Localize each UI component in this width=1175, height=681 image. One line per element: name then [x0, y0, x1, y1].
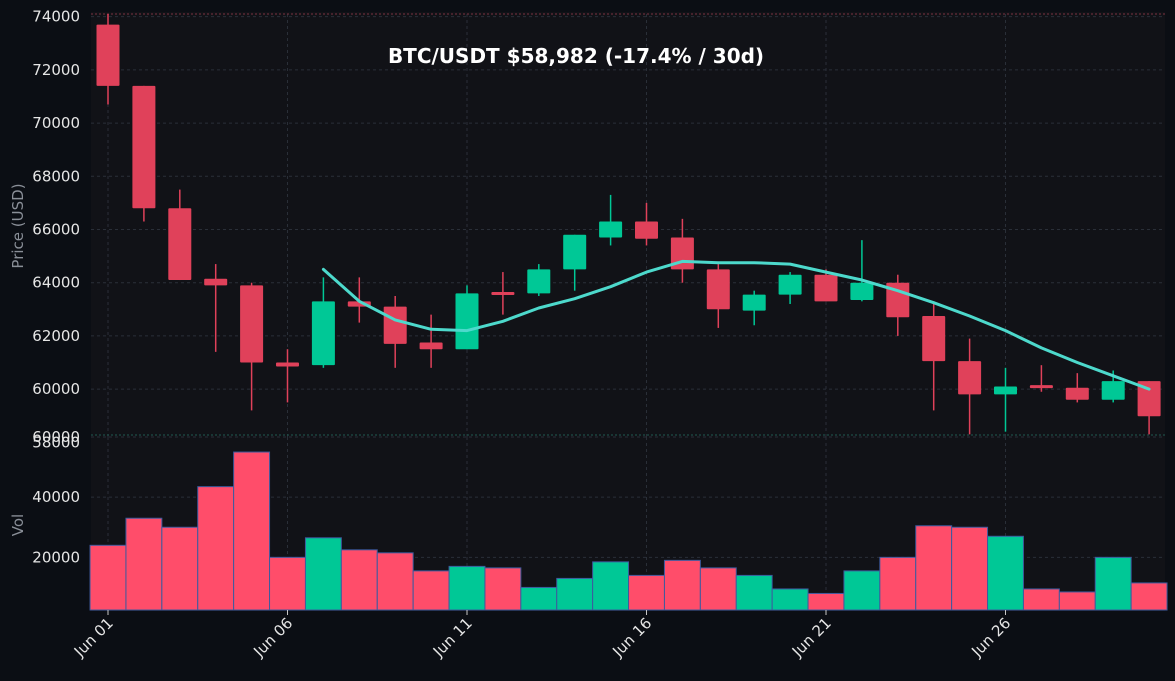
price-tick-label: 60000 — [32, 380, 80, 398]
volume-bar — [448, 565, 486, 611]
candle-body — [132, 85, 156, 209]
volume-bar — [1058, 591, 1096, 611]
candle-body — [958, 361, 982, 395]
volume-bar — [520, 586, 558, 611]
volume-bar — [125, 517, 163, 611]
volume-bar — [663, 559, 701, 611]
candle-body — [383, 306, 407, 344]
price-tick-label: 64000 — [32, 274, 80, 292]
price-axis-label: Price (USD) — [9, 183, 27, 268]
candle-body — [778, 274, 802, 295]
volume-bar — [484, 567, 522, 611]
candle-body — [96, 24, 120, 86]
volume-bar — [915, 525, 953, 611]
candle-body — [1101, 381, 1125, 400]
price-y-ticks: 5800060000620006400066000680007000072000… — [32, 8, 80, 452]
volume-tick-label: 20000 — [32, 548, 80, 566]
volume-bar — [699, 567, 737, 611]
volume-bar — [1094, 556, 1132, 611]
chart-title: BTC/USDT $58,982 (-17.4% / 30d) — [388, 44, 764, 68]
candle-body — [311, 301, 335, 366]
candle-body — [1137, 381, 1161, 417]
price-panel — [91, 12, 1165, 437]
candle-body — [814, 274, 838, 302]
price-tick-label: 74000 — [32, 8, 80, 26]
volume-bar — [987, 535, 1024, 611]
volume-bar — [1130, 582, 1168, 611]
price-tick-label: 62000 — [32, 327, 80, 345]
price-tick-label: 70000 — [32, 114, 80, 132]
candle-body — [635, 221, 658, 239]
volume-bar — [807, 592, 845, 611]
candle-body — [922, 315, 946, 362]
volume-bar — [304, 537, 342, 611]
volume-bar — [628, 574, 665, 611]
volume-bar — [556, 577, 594, 611]
sma-line — [321, 259, 1151, 391]
candle-body — [455, 293, 479, 350]
candle-body — [491, 292, 515, 296]
volume-bar — [735, 574, 773, 611]
candle-body — [599, 221, 623, 238]
volume-bar — [340, 549, 378, 611]
volume-bar — [592, 561, 630, 611]
volume-bar — [412, 570, 450, 611]
volume-bar — [843, 570, 881, 611]
candle-body — [204, 278, 228, 286]
candle-body — [240, 285, 264, 363]
volume-bar — [771, 588, 809, 611]
candle-body — [1029, 385, 1053, 389]
volume-axis-label: Vol — [9, 514, 27, 536]
candle-body — [563, 234, 587, 270]
volume-bars-group — [89, 451, 1168, 611]
volume-bar — [951, 526, 989, 611]
volume-y-ticks: 20000 40000 60000 — [32, 428, 80, 566]
candle-body — [1065, 387, 1089, 400]
volume-bar — [879, 556, 917, 611]
volume-tick-label: 40000 — [32, 488, 80, 506]
price-tick-label: 58000 — [32, 433, 80, 451]
candle-body — [706, 269, 730, 310]
volume-bar — [233, 451, 271, 611]
candle-body — [168, 208, 192, 281]
volume-bar — [376, 552, 414, 611]
volume-bar — [161, 526, 199, 611]
candle-body — [419, 342, 443, 350]
volume-bar — [269, 556, 306, 611]
candle-body — [276, 362, 299, 367]
volume-bar — [197, 486, 235, 611]
price-tick-label: 72000 — [32, 61, 80, 79]
price-grid — [91, 14, 1165, 437]
candle-body — [850, 282, 874, 300]
candle-body — [994, 386, 1017, 395]
price-tick-label: 68000 — [32, 167, 80, 185]
candle-body — [527, 269, 551, 294]
volume-bar — [1022, 588, 1060, 611]
volume-bar — [89, 544, 127, 611]
volume-tick-label: 60000 — [32, 428, 80, 446]
price-tick-label: 66000 — [32, 220, 80, 238]
candle-body — [742, 294, 766, 311]
